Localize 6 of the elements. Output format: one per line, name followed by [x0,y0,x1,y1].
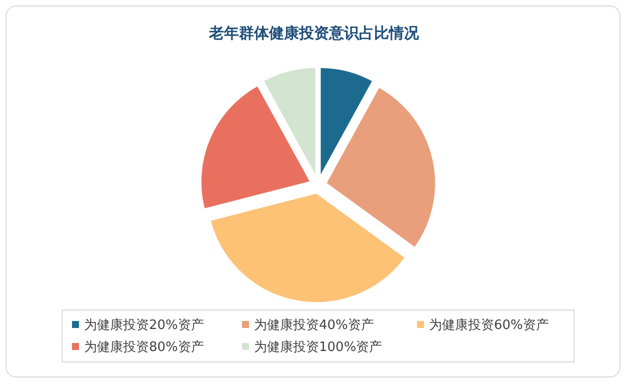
legend-label: 为健康投资60%资产 [429,318,549,333]
legend-label: 为健康投资100%资产 [254,340,382,355]
legend-label: 为健康投资20%资产 [84,318,204,333]
legend-label: 为健康投资80%资产 [84,340,204,355]
legend-label: 为健康投资40%资产 [254,318,374,333]
chart-title: 老年群体健康投资意识占比情况 [208,24,420,42]
